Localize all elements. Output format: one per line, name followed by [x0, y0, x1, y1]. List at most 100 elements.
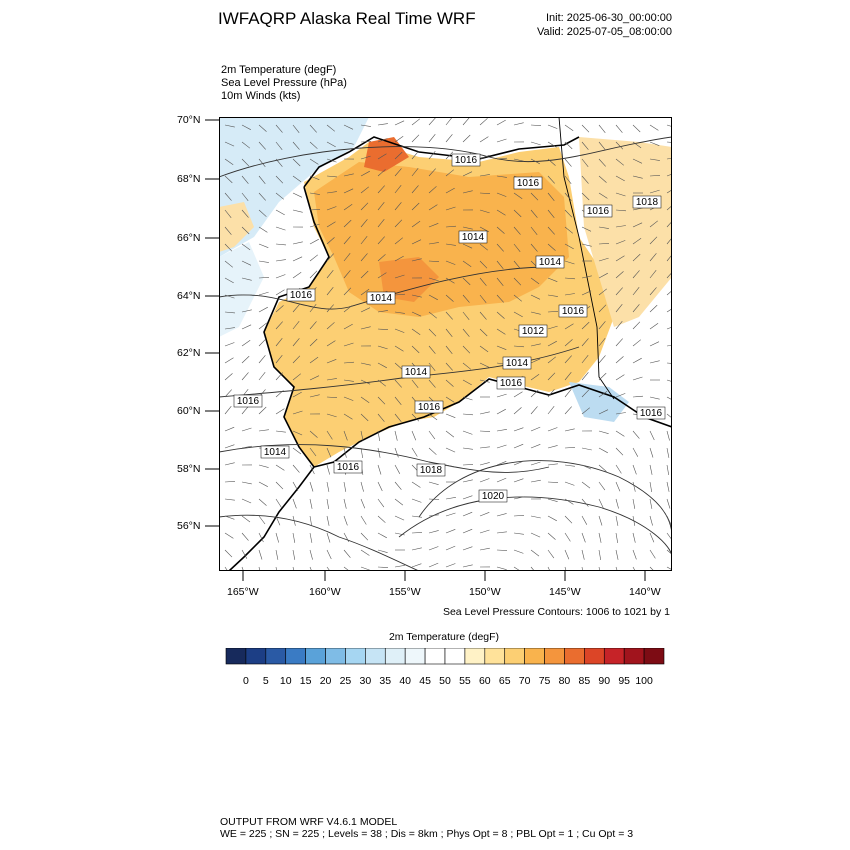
lat-label-60: 60°N [177, 405, 201, 417]
wind-barb [343, 323, 353, 330]
wind-barb [632, 270, 640, 279]
lon-label-155: 155°W [389, 586, 421, 598]
wind-barb [394, 345, 404, 352]
wind-barb [394, 202, 402, 211]
wind-barb [615, 393, 626, 398]
wind-barb [224, 515, 235, 520]
wind-barb [428, 514, 439, 517]
wind-barb [326, 396, 338, 398]
wind-barb [258, 158, 266, 167]
wind-barb [615, 481, 621, 492]
wind-barb [275, 355, 283, 364]
wind-barb [309, 447, 317, 457]
wind-barb [496, 444, 507, 449]
colorbar-swatch [305, 648, 326, 665]
colorbar-label: 100 [635, 675, 653, 687]
wind-barb [258, 322, 267, 330]
wind-barb [394, 396, 402, 405]
wind-barb [377, 566, 389, 568]
wind-barb [224, 481, 236, 483]
wind-barb [479, 547, 490, 551]
wind-barb [360, 549, 370, 556]
wind-barb [394, 293, 406, 296]
wind-barb [513, 158, 524, 162]
wind-barb [411, 118, 420, 126]
wind-barb [241, 309, 252, 313]
wind-barb [649, 189, 660, 194]
wind-barb [462, 117, 470, 126]
colorbar-swatch [564, 648, 585, 665]
wind-barb [292, 549, 296, 560]
wind-barb [462, 511, 473, 517]
wind-barb [479, 155, 490, 160]
wind-barb [258, 306, 268, 313]
wind-barb [530, 479, 541, 483]
wind-barb [513, 443, 524, 449]
wind-barb [292, 338, 300, 347]
wind-barb [224, 498, 235, 501]
pressure-label: 1016 [455, 155, 478, 166]
wind-barb [513, 407, 522, 415]
wind-barb [309, 270, 318, 279]
wind-barb [292, 481, 299, 491]
wind-barb [292, 410, 303, 415]
wind-barb [615, 566, 618, 571]
wind-barb [343, 141, 354, 145]
wind-barb [377, 379, 386, 387]
wind-barb [275, 289, 285, 296]
wind-barb [377, 498, 385, 508]
wind-barb [581, 515, 588, 525]
wind-barb [411, 515, 422, 518]
wind-barb [275, 321, 283, 330]
wind-barb [275, 141, 283, 150]
wind-barb [615, 464, 622, 474]
wind-barb [428, 260, 440, 262]
wind-barb [343, 236, 351, 245]
wind-barb [377, 396, 386, 405]
pressure-label: 1014 [462, 232, 485, 243]
wind-barb [343, 219, 352, 228]
lat-label-66: 66°N [177, 232, 201, 244]
wind-barb [632, 447, 639, 457]
wind-barb [564, 158, 572, 167]
wind-barb [632, 395, 644, 398]
colorbar-label: 30 [360, 675, 372, 687]
colorbar-label: 20 [320, 675, 332, 687]
wind-barb [394, 565, 405, 568]
colorbar-label: 75 [539, 675, 551, 687]
wind-barb [649, 270, 657, 279]
colorbar-label: 85 [579, 675, 591, 687]
wind-barb [224, 327, 235, 330]
wind-barb [394, 255, 404, 262]
wind-barb [326, 322, 335, 330]
lon-label-145: 145°W [549, 586, 581, 598]
wind-barb [445, 277, 455, 284]
wind-barb [428, 481, 439, 485]
wind-barb [343, 498, 347, 509]
wind-barb [309, 338, 318, 347]
wind-barb [632, 532, 636, 543]
wind-barb [564, 355, 572, 364]
wind-barb [615, 271, 624, 279]
wind-barb [343, 287, 352, 296]
pressure-label: 1014 [264, 447, 287, 458]
wind-barb [377, 272, 387, 279]
wind-barb [258, 406, 267, 415]
wind-barb [394, 498, 404, 506]
wind-barb [326, 253, 334, 262]
wind-barb [530, 209, 538, 218]
wind-barb [564, 566, 567, 571]
wind-barb [530, 426, 541, 432]
wind-barb [445, 311, 453, 320]
wind-barb [394, 274, 405, 279]
wind-barb [530, 158, 540, 165]
wind-barb [258, 566, 261, 571]
wind-barb [326, 304, 334, 313]
wind-barb [394, 120, 405, 126]
wind-barb [241, 406, 249, 415]
wind-barb [275, 158, 283, 167]
wind-barb [649, 287, 657, 296]
wind-barb [496, 192, 507, 197]
wind-barb [360, 430, 364, 441]
wind-barb [445, 413, 456, 418]
